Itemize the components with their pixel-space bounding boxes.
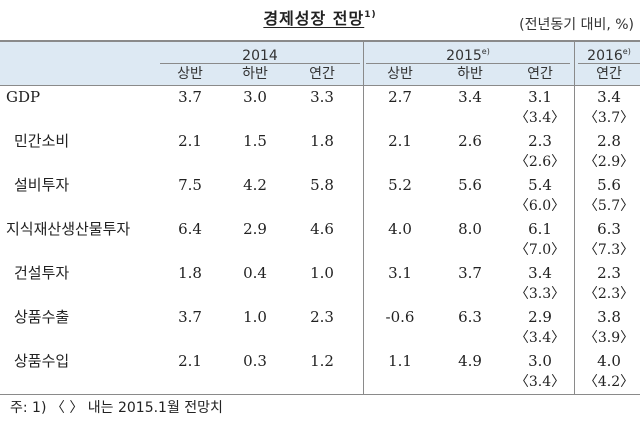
previous-forecast-cell: 〈4.2〉 [583, 374, 635, 390]
table-cell: 2.1 [388, 132, 412, 150]
year-underline-2015 [366, 63, 570, 64]
previous-forecast-cell: 〈2.3〉 [583, 286, 635, 302]
table-cell: 2.3 [597, 264, 621, 282]
previous-forecast-cell: 〈3.4〉 [514, 330, 566, 346]
header-top-rule [0, 40, 640, 42]
row-label: 민간소비 [14, 132, 70, 150]
table-cell: 1.0 [310, 264, 334, 282]
table-cell: 4.2 [243, 176, 267, 194]
year-underline-2016 [578, 63, 640, 64]
table-cell: 2.7 [388, 88, 412, 106]
table-cell: 3.8 [597, 308, 621, 326]
table-cell: 3.7 [458, 264, 482, 282]
previous-forecast-cell: 〈2.9〉 [583, 154, 635, 170]
table-bottom-rule [0, 394, 640, 395]
table-cell: 0.4 [243, 264, 267, 282]
row-label: 상품수입 [14, 352, 70, 370]
year-underline-2014 [160, 63, 360, 64]
table-cell: 2.9 [528, 308, 552, 326]
table-cell: 6.4 [178, 220, 202, 238]
table-cell: 4.9 [458, 352, 482, 370]
previous-forecast-cell: 〈7.0〉 [514, 242, 566, 258]
table-cell: 5.8 [310, 176, 334, 194]
subheader-2015-h2: 하반 [457, 66, 483, 82]
row-label: 건설투자 [14, 264, 70, 282]
unit-label: (전년동기 대비, %) [519, 17, 634, 33]
table-title-text: 경제성장 전망 [263, 9, 365, 28]
table-cell: 6.1 [528, 220, 552, 238]
table-cell: 7.5 [178, 176, 202, 194]
previous-forecast-cell: 〈3.7〉 [583, 110, 635, 126]
subheader-2016-annual: 연간 [596, 66, 622, 82]
previous-forecast-cell: 〈2.6〉 [514, 154, 566, 170]
title-footnote-mark: 1) [364, 10, 377, 20]
table-cell: 2.1 [178, 352, 202, 370]
subheader-2014-annual: 연간 [309, 66, 335, 82]
table-cell: 4.0 [388, 220, 412, 238]
table-cell: 3.1 [528, 88, 552, 106]
row-label: 설비투자 [14, 176, 70, 194]
row-label: GDP [6, 88, 41, 106]
previous-forecast-cell: 〈5.7〉 [583, 198, 635, 214]
table-cell: 3.4 [597, 88, 621, 106]
previous-forecast-cell: 〈3.9〉 [583, 330, 635, 346]
table-cell: 8.0 [458, 220, 482, 238]
table-cell: 5.6 [597, 176, 621, 194]
row-label: 지식재산생산물투자 [6, 220, 131, 238]
table-cell: 2.3 [528, 132, 552, 150]
table-cell: 3.7 [178, 88, 202, 106]
footnote: 주: 1) 〈 〉 내는 2015.1월 전망치 [10, 400, 223, 416]
table-cell: 5.4 [528, 176, 552, 194]
table-cell: 3.0 [528, 352, 552, 370]
table-cell: 1.1 [388, 352, 412, 370]
table-cell: 1.8 [178, 264, 202, 282]
header-bottom-rule [0, 85, 640, 86]
table-cell: 0.3 [243, 352, 267, 370]
table-cell: 5.2 [388, 176, 412, 194]
year-header-2014: 2014 [242, 48, 278, 64]
table-cell: 3.3 [310, 88, 334, 106]
table-cell: 2.3 [310, 308, 334, 326]
table-cell: 2.9 [243, 220, 267, 238]
table-cell: 2.6 [458, 132, 482, 150]
table-cell: 3.4 [528, 264, 552, 282]
year-header-2016: 2016e) [587, 47, 631, 64]
previous-forecast-cell: 〈6.0〉 [514, 198, 566, 214]
subheader-2015-annual: 연간 [527, 66, 553, 82]
table-cell: 1.0 [243, 308, 267, 326]
separator-2014-2015 [363, 42, 364, 394]
subheader-2015-h1: 상반 [387, 66, 413, 82]
table-cell: 3.0 [243, 88, 267, 106]
table-cell: 1.2 [310, 352, 334, 370]
table-cell: 6.3 [597, 220, 621, 238]
subheader-2014-h2: 하반 [242, 66, 268, 82]
table-title: 경제성장 전망1) [0, 5, 640, 29]
row-label: 상품수출 [14, 308, 70, 326]
table-cell: 6.3 [458, 308, 482, 326]
previous-forecast-cell: 〈3.3〉 [514, 286, 566, 302]
table-cell: 5.6 [458, 176, 482, 194]
separator-2015-2016 [574, 42, 575, 394]
year-header-2015: 2015e) [446, 47, 490, 64]
previous-forecast-cell: 〈3.4〉 [514, 374, 566, 390]
table-cell: 3.7 [178, 308, 202, 326]
previous-forecast-cell: 〈7.3〉 [583, 242, 635, 258]
previous-forecast-cell: 〈3.4〉 [514, 110, 566, 126]
table-cell: 2.8 [597, 132, 621, 150]
table-cell: 1.5 [243, 132, 267, 150]
table-cell: 4.6 [310, 220, 334, 238]
table-cell: 2.1 [178, 132, 202, 150]
table-cell: -0.6 [385, 308, 415, 326]
table-cell: 3.4 [458, 88, 482, 106]
table-cell: 3.1 [388, 264, 412, 282]
table-cell: 1.8 [310, 132, 334, 150]
subheader-2014-h1: 상반 [177, 66, 203, 82]
table-cell: 4.0 [597, 352, 621, 370]
